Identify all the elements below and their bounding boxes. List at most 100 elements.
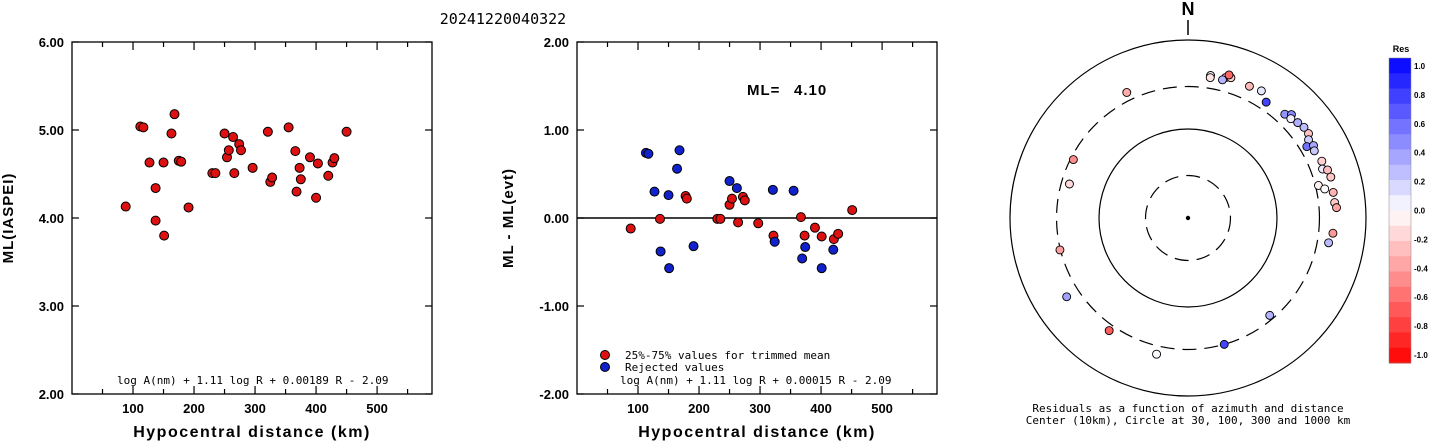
station-point [1299,122,1309,132]
x-tick-label: 100 [122,401,144,416]
x-tick-label: 300 [749,401,771,416]
data-point [144,157,155,168]
legend-label-trimmed: 25%-75% values for trimmed mean [625,349,830,362]
data-point [267,172,278,183]
colorbar-cell [1389,195,1411,211]
x-tick-label: 300 [244,401,266,416]
distance-ring [1098,128,1278,308]
station-point [1104,326,1114,336]
station-point [1065,179,1074,189]
panel-ml-residual: -2.00 -1.00 0.00 1.00 2.00 100 200 300 400 500 M… [500,35,938,441]
data-point [150,215,161,226]
x-tick-label: 100 [627,401,649,416]
data-point [769,236,780,247]
colorbar-label: -1.0 [1414,351,1428,360]
data-point [724,176,735,187]
data-point [228,132,239,143]
colorbar-label: -0.8 [1414,322,1428,331]
colorbar-label: -0.4 [1414,264,1428,273]
station-point [1256,86,1266,96]
station-point [1328,228,1338,238]
data-point [654,213,665,224]
data-point [311,192,322,203]
data-point [664,263,675,274]
distance-rings [1009,39,1367,397]
station-point [1055,245,1065,255]
y-tick-label: 0.00 [544,211,569,226]
legend-marker-rejected [600,362,610,372]
colorbar-cell [1389,225,1411,242]
colorbar-cell [1389,119,1411,135]
colorbar-cell [1389,164,1411,181]
x-tick-label: 200 [688,401,710,416]
y-axis-ticks: -2.00 -1.00 0.00 1.00 2.00 [539,35,937,402]
x-tick-label: 500 [871,401,893,416]
data-point [229,168,240,179]
data-point [800,242,811,253]
legend-marker-trimmed [600,350,610,360]
colorbar-cell [1389,256,1411,272]
colorbar-cell [1389,302,1411,318]
y-axis-label: ML - ML(evt) [500,168,517,268]
data-point [176,156,187,167]
caption-line2: Center (10km), Circle at 30, 100, 300 an… [1026,414,1351,427]
y-tick-label: -1.00 [539,299,569,314]
data-point [797,253,808,264]
data-point [236,145,247,156]
colorbar-frame [1388,57,1412,364]
colorbar-cell [1389,134,1411,150]
colorbar-label: 0.6 [1414,120,1426,129]
station-point [1328,187,1338,197]
data-point [788,185,799,196]
x-axis-label: Hypocentral distance (km) [638,424,876,441]
station-point [1122,88,1132,97]
data-point [655,246,666,257]
colorbar-label: 0.2 [1414,178,1426,187]
station-point [1265,310,1275,320]
data-point [159,230,170,241]
station-point [1244,81,1254,91]
y-tick-label: 6.00 [39,35,64,50]
magnitude-formula: log A(nm) + 1.11 log R + 0.00189 R - 2.0… [117,374,389,387]
data-point [291,186,302,197]
caption-line1: Residuals as a function of azimuth and d… [1032,402,1343,415]
station-point [1293,118,1303,128]
colorbar-cell [1389,73,1411,89]
magnitude-formula: log A(nm) + 1.11 log R + 0.00015 R - 2.0… [620,374,892,387]
data-point [329,153,340,164]
y-tick-label: 5.00 [39,123,64,138]
station-point [1062,292,1072,302]
colorbar-cell [1389,317,1411,333]
colorbar-label: 0.0 [1414,207,1426,216]
data-point [809,222,820,233]
data-point [672,163,683,174]
data-point [210,168,221,179]
data-point [733,217,744,228]
data-point [138,122,149,133]
north-label: N [1182,0,1195,19]
data-point [816,263,827,274]
data-point [183,202,194,213]
data-point [674,145,685,156]
colorbar-cell [1389,58,1411,74]
colorbar-cell [1389,332,1411,349]
x-axis-ticks: 100 200 300 400 500 [606,42,914,416]
data-point [799,230,810,241]
data-point [847,205,858,216]
data-point [663,190,674,201]
ml-value: 4.10 [794,82,827,99]
colorbar-cell [1389,271,1411,288]
station-point [1309,146,1319,156]
data-point [158,157,169,168]
x-tick-label: 500 [366,401,388,416]
data-point [643,148,654,159]
legend-label-rejected: Rejected values [625,361,724,374]
data-point [715,213,726,224]
station-point [1205,73,1215,83]
station-point [1286,114,1296,124]
station-point [1224,70,1234,80]
data-point [150,183,161,194]
y-tick-label: 2.00 [544,35,569,50]
x-tick-label: 400 [305,401,327,416]
